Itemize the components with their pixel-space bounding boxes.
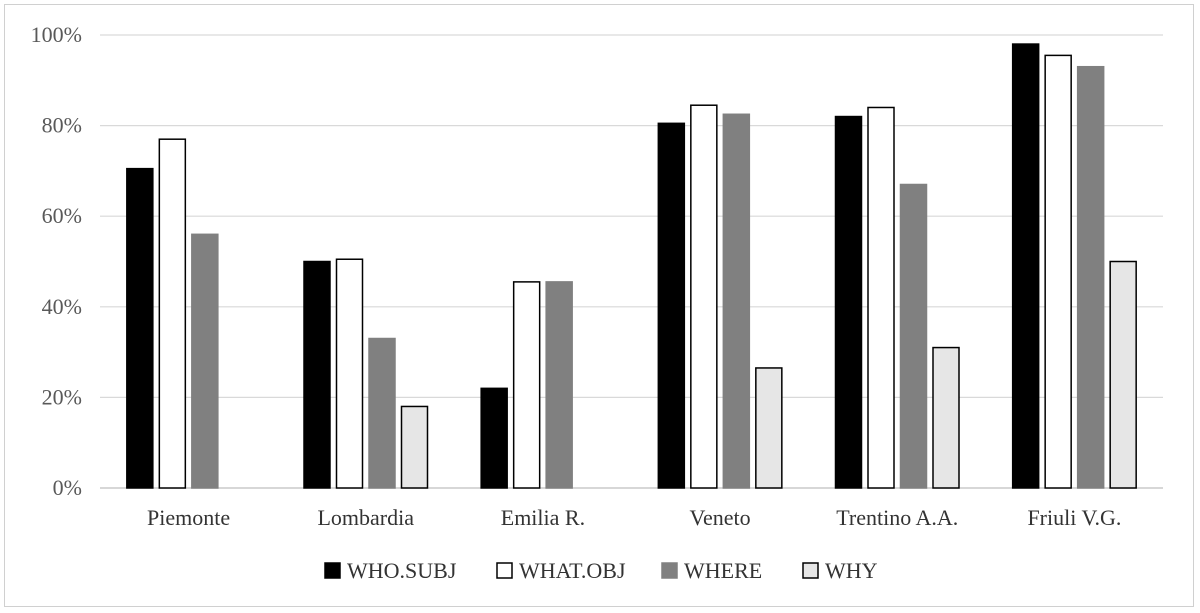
bar-why-5 bbox=[1109, 260, 1137, 489]
bar-what-obj-2 bbox=[512, 281, 541, 489]
bar-where-1 bbox=[368, 337, 396, 489]
bar-who-subj-5 bbox=[1011, 43, 1040, 489]
bar-why-1 bbox=[400, 405, 429, 489]
x-category-label: Emilia R. bbox=[501, 505, 585, 530]
gridlines bbox=[100, 34, 1163, 489]
y-tick-label: 0% bbox=[53, 475, 82, 500]
y-tick-label: 60% bbox=[42, 203, 82, 228]
x-category-label: Lombardia bbox=[317, 505, 414, 530]
bar-what-obj-1 bbox=[335, 258, 364, 489]
bar-who-subj-1 bbox=[303, 260, 331, 489]
bar-what-obj-4 bbox=[867, 106, 895, 489]
bars bbox=[126, 43, 1137, 489]
bar-who-subj-0 bbox=[126, 167, 154, 489]
y-tick-label: 80% bbox=[42, 113, 82, 138]
x-category-label: Trentino A.A. bbox=[836, 505, 958, 530]
bar-what-obj-3 bbox=[690, 104, 718, 489]
bar-why-3 bbox=[755, 367, 783, 489]
x-category-label: Friuli V.G. bbox=[1027, 505, 1121, 530]
legend-swatch bbox=[802, 562, 819, 579]
y-axis-ticks: 0% 20% 40% 60% 80% 100% bbox=[31, 22, 82, 500]
x-axis-labels: Piemonte Lombardia Emilia R. Veneto Trentino… bbox=[147, 505, 1121, 530]
bar-what-obj-5 bbox=[1044, 54, 1072, 489]
legend-label: WHO.SUBJ bbox=[347, 558, 457, 583]
bar-where-5 bbox=[1076, 65, 1105, 489]
legend-label: WHERE bbox=[684, 558, 762, 583]
bar-where-3 bbox=[722, 113, 751, 489]
bar-why-4 bbox=[932, 346, 960, 489]
bar-who-subj-2 bbox=[480, 387, 508, 489]
bar-where-0 bbox=[191, 233, 219, 489]
bar-where-2 bbox=[545, 281, 573, 489]
x-category-label: Piemonte bbox=[147, 505, 230, 530]
bar-where-4 bbox=[899, 183, 928, 489]
y-tick-label: 40% bbox=[42, 294, 82, 319]
legend-label: WHY bbox=[825, 558, 878, 583]
legend-swatch bbox=[324, 562, 341, 579]
legend-label: WHAT.OBJ bbox=[519, 558, 626, 583]
bar-who-subj-3 bbox=[657, 122, 686, 489]
bar-what-obj-0 bbox=[158, 138, 187, 489]
y-tick-label: 20% bbox=[42, 384, 82, 409]
y-tick-label: 100% bbox=[31, 22, 82, 47]
legend-swatch bbox=[496, 562, 513, 579]
bar-who-subj-4 bbox=[834, 115, 863, 489]
legend-swatch bbox=[661, 562, 678, 579]
legend: WHO.SUBJ WHAT.OBJ WHERE WHY bbox=[324, 558, 878, 583]
x-category-label: Veneto bbox=[690, 505, 751, 530]
